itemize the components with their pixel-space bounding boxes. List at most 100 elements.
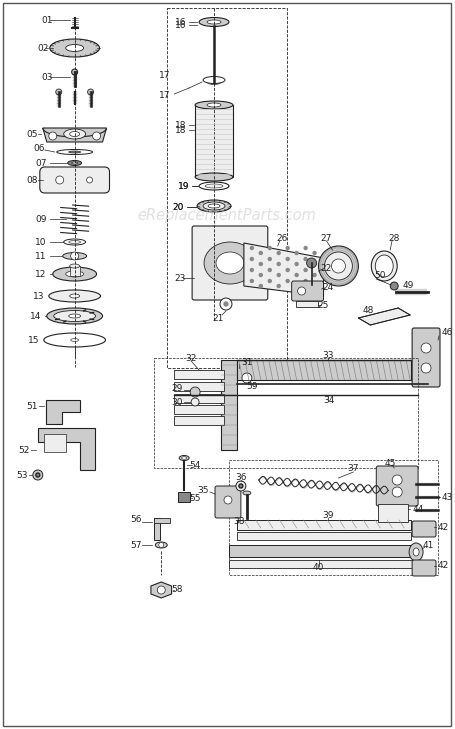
- Text: 46: 46: [441, 327, 452, 337]
- Ellipse shape: [207, 204, 219, 208]
- Bar: [174, 416, 223, 425]
- Bar: [237, 520, 410, 530]
- Text: 54: 54: [189, 461, 200, 469]
- Circle shape: [313, 273, 315, 276]
- Text: 58: 58: [171, 585, 182, 595]
- Polygon shape: [43, 128, 106, 142]
- FancyBboxPatch shape: [40, 167, 109, 193]
- Text: 18: 18: [174, 125, 186, 134]
- Circle shape: [92, 132, 100, 140]
- Ellipse shape: [374, 255, 392, 277]
- Ellipse shape: [412, 548, 418, 556]
- Circle shape: [313, 284, 315, 287]
- Text: 15: 15: [28, 335, 40, 345]
- Circle shape: [219, 298, 232, 310]
- Bar: [178, 492, 190, 502]
- Circle shape: [223, 302, 228, 306]
- FancyBboxPatch shape: [411, 560, 435, 576]
- Bar: [154, 518, 160, 540]
- Ellipse shape: [202, 202, 224, 210]
- Ellipse shape: [199, 182, 228, 190]
- Text: 52: 52: [19, 445, 30, 454]
- Text: 28: 28: [388, 233, 399, 243]
- Circle shape: [286, 246, 288, 249]
- Circle shape: [86, 177, 92, 183]
- Bar: [221, 360, 237, 450]
- Text: 42: 42: [437, 561, 448, 571]
- Ellipse shape: [243, 491, 250, 495]
- Ellipse shape: [207, 103, 221, 107]
- Bar: [228, 545, 412, 557]
- Ellipse shape: [202, 77, 224, 84]
- Ellipse shape: [64, 129, 86, 139]
- Circle shape: [303, 279, 306, 283]
- Bar: [167, 8, 286, 368]
- Ellipse shape: [207, 20, 221, 24]
- Circle shape: [36, 473, 40, 477]
- Text: 12: 12: [35, 270, 47, 278]
- Text: 44: 44: [411, 504, 422, 513]
- Circle shape: [294, 273, 298, 276]
- FancyBboxPatch shape: [215, 486, 240, 518]
- Circle shape: [87, 89, 93, 95]
- Polygon shape: [358, 308, 409, 325]
- Circle shape: [49, 132, 56, 140]
- Circle shape: [391, 487, 401, 497]
- Ellipse shape: [66, 271, 83, 277]
- Circle shape: [158, 542, 163, 547]
- Bar: [228, 560, 412, 568]
- Text: 20: 20: [172, 203, 184, 211]
- Ellipse shape: [50, 39, 99, 57]
- Text: 45: 45: [384, 459, 395, 467]
- Text: 36: 36: [235, 472, 246, 481]
- Circle shape: [286, 257, 288, 260]
- Circle shape: [157, 586, 165, 594]
- Bar: [70, 266, 80, 276]
- Circle shape: [71, 69, 77, 75]
- Text: 41: 41: [421, 540, 433, 550]
- Ellipse shape: [307, 283, 315, 287]
- Ellipse shape: [195, 101, 233, 109]
- Ellipse shape: [179, 456, 189, 461]
- Text: 13: 13: [33, 292, 45, 300]
- Circle shape: [238, 484, 243, 488]
- FancyBboxPatch shape: [375, 466, 417, 506]
- Text: 40: 40: [312, 564, 324, 572]
- Circle shape: [277, 262, 280, 265]
- Bar: [237, 360, 410, 380]
- Bar: [237, 532, 410, 540]
- Ellipse shape: [63, 252, 86, 260]
- Circle shape: [56, 176, 64, 184]
- Ellipse shape: [54, 311, 96, 321]
- Ellipse shape: [47, 308, 102, 324]
- Ellipse shape: [205, 184, 222, 188]
- Text: 55: 55: [189, 494, 200, 502]
- Circle shape: [391, 475, 401, 485]
- Text: 43: 43: [441, 493, 452, 502]
- Circle shape: [268, 246, 271, 249]
- Ellipse shape: [69, 151, 81, 153]
- Circle shape: [294, 252, 298, 254]
- Circle shape: [259, 262, 262, 265]
- Circle shape: [259, 252, 262, 254]
- Text: 09: 09: [35, 214, 47, 224]
- Text: 19: 19: [177, 182, 189, 190]
- Ellipse shape: [155, 542, 167, 548]
- Ellipse shape: [69, 241, 81, 243]
- Circle shape: [268, 257, 271, 260]
- Bar: [154, 358, 417, 468]
- Circle shape: [250, 257, 253, 260]
- FancyBboxPatch shape: [291, 281, 323, 301]
- Text: 05: 05: [26, 130, 38, 139]
- Circle shape: [56, 89, 61, 95]
- Text: 42: 42: [437, 523, 448, 531]
- Text: 37: 37: [347, 464, 359, 472]
- Text: 56: 56: [130, 515, 141, 524]
- Circle shape: [286, 279, 288, 283]
- Ellipse shape: [408, 543, 422, 561]
- Circle shape: [71, 252, 78, 260]
- Ellipse shape: [195, 173, 233, 181]
- Ellipse shape: [64, 239, 86, 245]
- Bar: [174, 394, 223, 403]
- Circle shape: [294, 262, 298, 265]
